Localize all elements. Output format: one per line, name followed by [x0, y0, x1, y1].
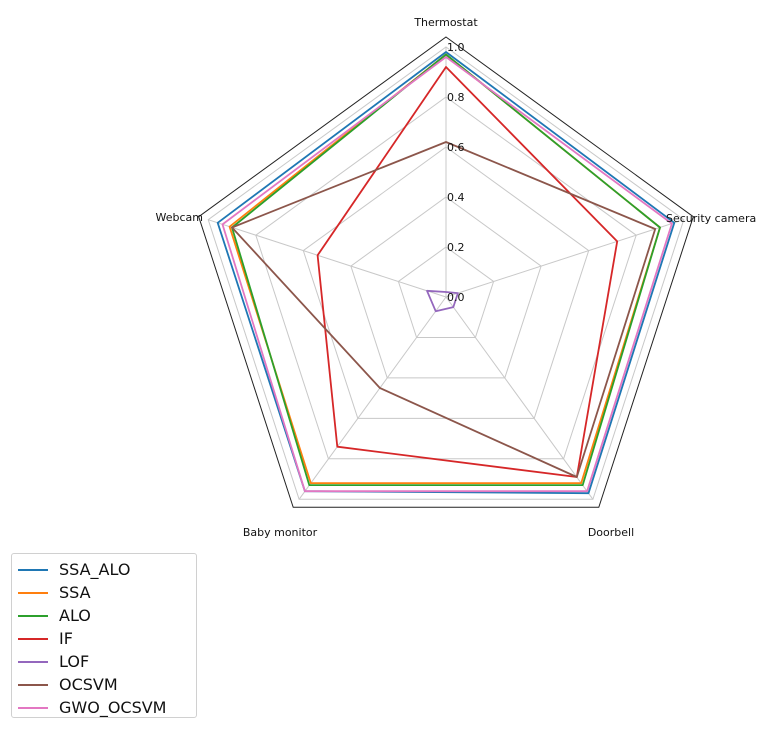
legend-swatch	[18, 568, 48, 571]
series-ssa_alo	[216, 51, 676, 495]
tick-label: 0.0	[447, 291, 465, 304]
grid-ring-5	[207, 46, 685, 500]
tick-label: 0.4	[447, 191, 465, 204]
radar-frame	[198, 36, 694, 508]
axis-label: Security camera	[666, 212, 756, 225]
spoke-2	[445, 296, 594, 500]
axis-label: Doorbell	[588, 526, 634, 539]
legend-label: LOF	[59, 652, 90, 671]
legend-item: ALO	[18, 604, 196, 627]
legend-label: SSA	[59, 583, 91, 602]
series-ocsvm	[231, 141, 657, 478]
axis-label: Baby monitor	[243, 526, 318, 539]
legend: SSA_ALO SSA ALO IF LOF OCSVM GWO_OCSVM	[11, 553, 197, 718]
series-lof	[426, 289, 459, 313]
legend-swatch	[18, 637, 48, 640]
radar-chart: 0.0 0.2 0.4 0.6 0.8 1.0 Thermostat Security cam…	[156, 16, 757, 539]
grid-ring-1	[397, 246, 495, 338]
tick-label: 0.6	[447, 141, 465, 154]
legend-swatch	[18, 614, 48, 617]
legend-item: SSA_ALO	[18, 558, 196, 581]
legend-swatch	[18, 591, 48, 594]
legend-swatch	[18, 706, 48, 709]
legend-item: IF	[18, 627, 196, 650]
axis-label: Thermostat	[413, 16, 478, 29]
spoke-1	[445, 219, 684, 298]
spoke-3	[298, 296, 447, 500]
legend-label: ALO	[59, 606, 91, 625]
axis-label: Webcam	[156, 211, 204, 224]
legend-item: OCSVM	[18, 673, 196, 696]
series-alo	[231, 53, 661, 487]
grid-ring-2	[350, 196, 542, 379]
legend-label: GWO_OCSVM	[59, 698, 167, 717]
radar-series	[216, 51, 676, 495]
tick-label: 0.2	[447, 241, 465, 254]
tick-label: 0.8	[447, 91, 465, 104]
legend-label: SSA_ALO	[59, 560, 131, 579]
legend-item: GWO_OCSVM	[18, 696, 196, 719]
radar-labels: 0.0 0.2 0.4 0.6 0.8 1.0 Thermostat Security cam…	[156, 16, 757, 539]
legend-item: LOF	[18, 650, 196, 673]
legend-swatch	[18, 660, 48, 663]
legend-item: SSA	[18, 581, 196, 604]
radar-grid	[198, 36, 694, 508]
legend-label: IF	[59, 629, 73, 648]
series-if	[316, 66, 619, 478]
series-gwo_ocsvm	[221, 56, 673, 493]
legend-swatch	[18, 683, 48, 686]
legend-label: OCSVM	[59, 675, 118, 694]
grid-ring-4	[255, 96, 637, 460]
spoke-4	[208, 219, 447, 298]
tick-label: 1.0	[447, 41, 465, 54]
